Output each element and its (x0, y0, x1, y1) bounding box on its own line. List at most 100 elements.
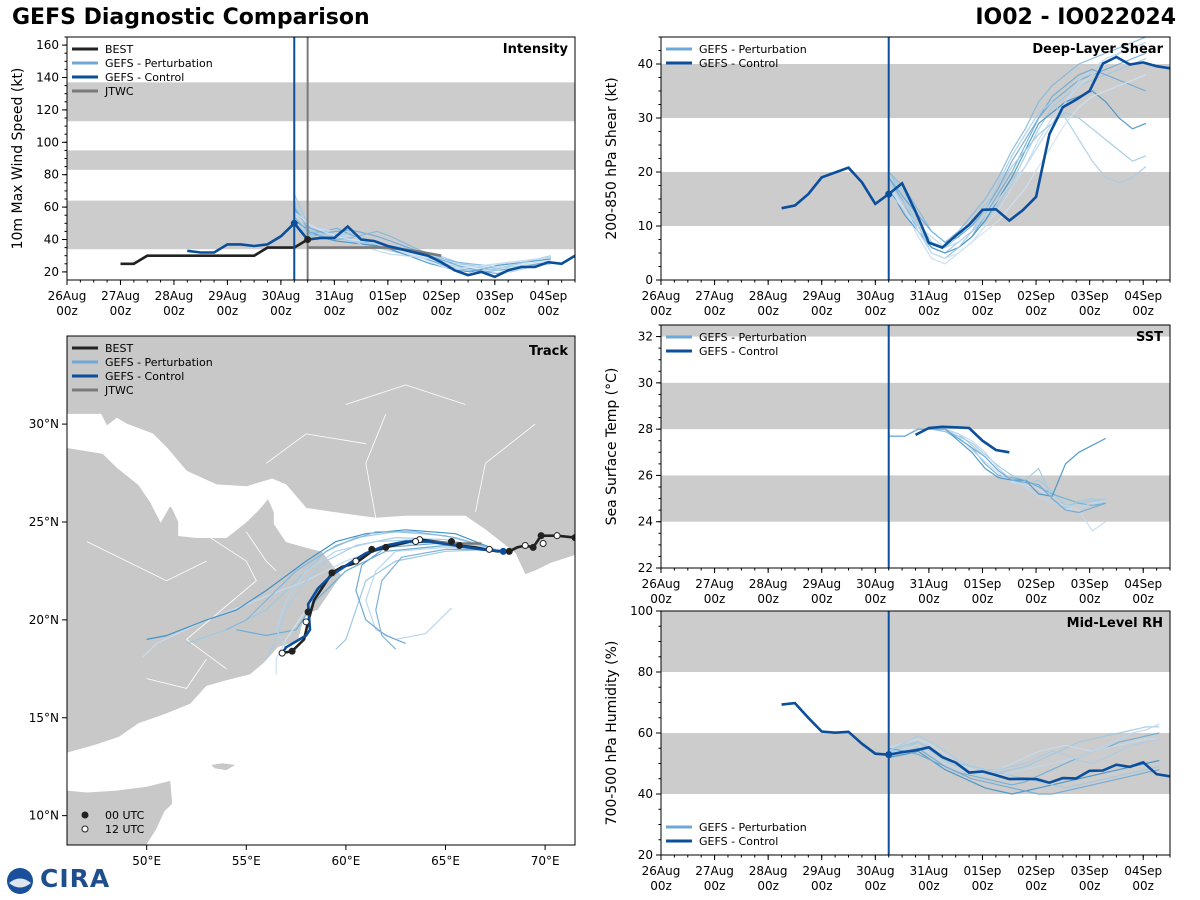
track-ytick-label: 30°N (29, 417, 59, 431)
shear-xtick-label: 04Sep (1124, 289, 1162, 303)
track-perturbation-line (375, 548, 496, 650)
track-perturbation-line (236, 544, 496, 637)
sst-xtick-label-hour: 00z (1025, 592, 1047, 606)
sst-xtick-label: 04Sep (1124, 577, 1162, 591)
shear-xtick-label: 27Aug (695, 289, 734, 303)
track-xtick-label: 50°E (132, 854, 161, 868)
border-line (475, 423, 536, 513)
intensity-panel: 2040608010012014016026Aug00z27Aug00z28Au… (10, 36, 576, 318)
track-marker-12utc (278, 649, 286, 657)
rh-ylabel: 700-500 hPa Humidity (%) (604, 641, 620, 826)
intensity-xtick-label: 03Sep (476, 289, 514, 303)
shear-perturbation-line (888, 74, 1147, 260)
shear-perturbation-line (888, 41, 1147, 249)
track-control-line (281, 540, 504, 654)
shear-xtick-label-hour: 00z (757, 304, 779, 318)
shear-gefs-control-line (781, 55, 1170, 250)
track-map-area (67, 336, 575, 845)
track-marker-12utc (352, 557, 360, 565)
track-marker-00utc (505, 547, 513, 555)
shear-ytick-label: 30 (638, 111, 653, 125)
intensity-ytick-label: 120 (36, 103, 59, 117)
rh-xtick-label: 27Aug (695, 864, 734, 878)
shear-perturbation-line (888, 111, 1147, 249)
track-marker-00utc (328, 569, 336, 577)
sst-band (661, 325, 1170, 337)
sst-xtick-label: 31Aug (910, 577, 949, 591)
intensity-xtick-label-hour: 00z (484, 304, 506, 318)
shear-xtick-label: 30Aug (856, 289, 895, 303)
shear-legend-label: GEFS - Control (699, 57, 778, 70)
shear-xtick-label: 28Aug (749, 289, 788, 303)
shear-xtick-label-hour: 00z (865, 304, 887, 318)
track-xtick-label: 60°E (331, 854, 360, 868)
border-line (106, 443, 257, 640)
shear-band (661, 172, 1170, 226)
track-marker-12utc (485, 545, 493, 553)
rh-plot-area (661, 611, 1170, 855)
shear-xtick-label: 26Aug (642, 289, 681, 303)
sst-xtick-label-hour: 00z (1079, 592, 1101, 606)
sst-xtick-label-hour: 00z (650, 592, 672, 606)
intensity-best-last-point (304, 236, 312, 243)
intensity-xtick-label-hour: 00z (217, 304, 239, 318)
track-perturbation-line (226, 531, 496, 631)
sst-xtick-label: 02Sep (1017, 577, 1055, 591)
intensity-legend-label: BEST (105, 43, 133, 56)
intensity-xtick-label-hour: 00z (110, 304, 132, 318)
track-frame (66, 335, 576, 846)
rh-xtick-label-hour: 00z (704, 879, 726, 893)
rh-xtick-label-hour: 00z (1079, 879, 1101, 893)
sst-xtick-label: 03Sep (1071, 577, 1109, 591)
rh-ytick-label: 40 (638, 787, 653, 801)
rh-ytick-label: 20 (638, 848, 653, 862)
track-xtick-label: 55°E (232, 854, 261, 868)
track-perturbation-line (146, 529, 496, 640)
border-line (245, 531, 277, 572)
shear-xtick-label: 03Sep (1071, 289, 1109, 303)
shear-xtick-label-hour: 00z (1079, 304, 1101, 318)
track-control-init-point (499, 547, 507, 555)
rh-perturbation-line (888, 723, 1160, 777)
shear-xtick-label-hour: 00z (811, 304, 833, 318)
storm-id-title: IO02 - IO022024 (975, 5, 1176, 30)
intensity-band (67, 150, 575, 170)
track-perturbation-line (265, 536, 496, 660)
rh-xtick-label-hour: 00z (1132, 879, 1154, 893)
rh-xtick-label-hour: 00z (972, 879, 994, 893)
shear-xtick-label-hour: 00z (972, 304, 994, 318)
rh-xtick-label: 31Aug (910, 864, 949, 878)
shear-xtick-label: 02Sep (1017, 289, 1055, 303)
shear-ytick-label: 40 (638, 57, 653, 71)
intensity-perturbation-line (293, 219, 551, 273)
track-marker-00utc (571, 534, 575, 542)
intensity-xtick-label: 02Sep (422, 289, 460, 303)
track-perturbation-line (335, 548, 496, 650)
track-marker-12utc (553, 532, 561, 540)
track-ytick-label: 10°N (29, 809, 59, 823)
intensity-xtick-label: 29Aug (208, 289, 247, 303)
shear-xtick-label-hour: 00z (918, 304, 940, 318)
cira-logo-text: CIRA (40, 864, 111, 893)
rh-xtick-label-hour: 00z (918, 879, 940, 893)
rh-xtick-label: 03Sep (1071, 864, 1109, 878)
rh-xtick-label: 04Sep (1124, 864, 1162, 878)
shear-xtick-label-hour: 00z (650, 304, 672, 318)
rh-xtick-label-hour: 00z (757, 879, 779, 893)
track-legend-label: BEST (105, 342, 133, 355)
rh-xtick-label: 30Aug (856, 864, 895, 878)
track-legend-label: JTWC (104, 384, 134, 397)
intensity-ytick-label: 80 (44, 168, 59, 182)
sst-xtick-label: 28Aug (749, 577, 788, 591)
track-panel: 50°E 55°E 60°E 65°E 70°E 10°N 15°N 20°N 25°N 30°N… (29, 335, 576, 868)
intensity-ytick-label: 100 (36, 135, 59, 149)
intensity-xtick-label: 27Aug (101, 289, 140, 303)
border-line (345, 384, 466, 405)
border-line (365, 414, 387, 519)
shear-perturbation-line (888, 41, 1147, 265)
sst-xtick-label-hour: 00z (918, 592, 940, 606)
rh-perturbation-line (888, 747, 1160, 795)
intensity-plot-area (67, 37, 575, 280)
track-legend-marker-12utc (81, 825, 89, 833)
